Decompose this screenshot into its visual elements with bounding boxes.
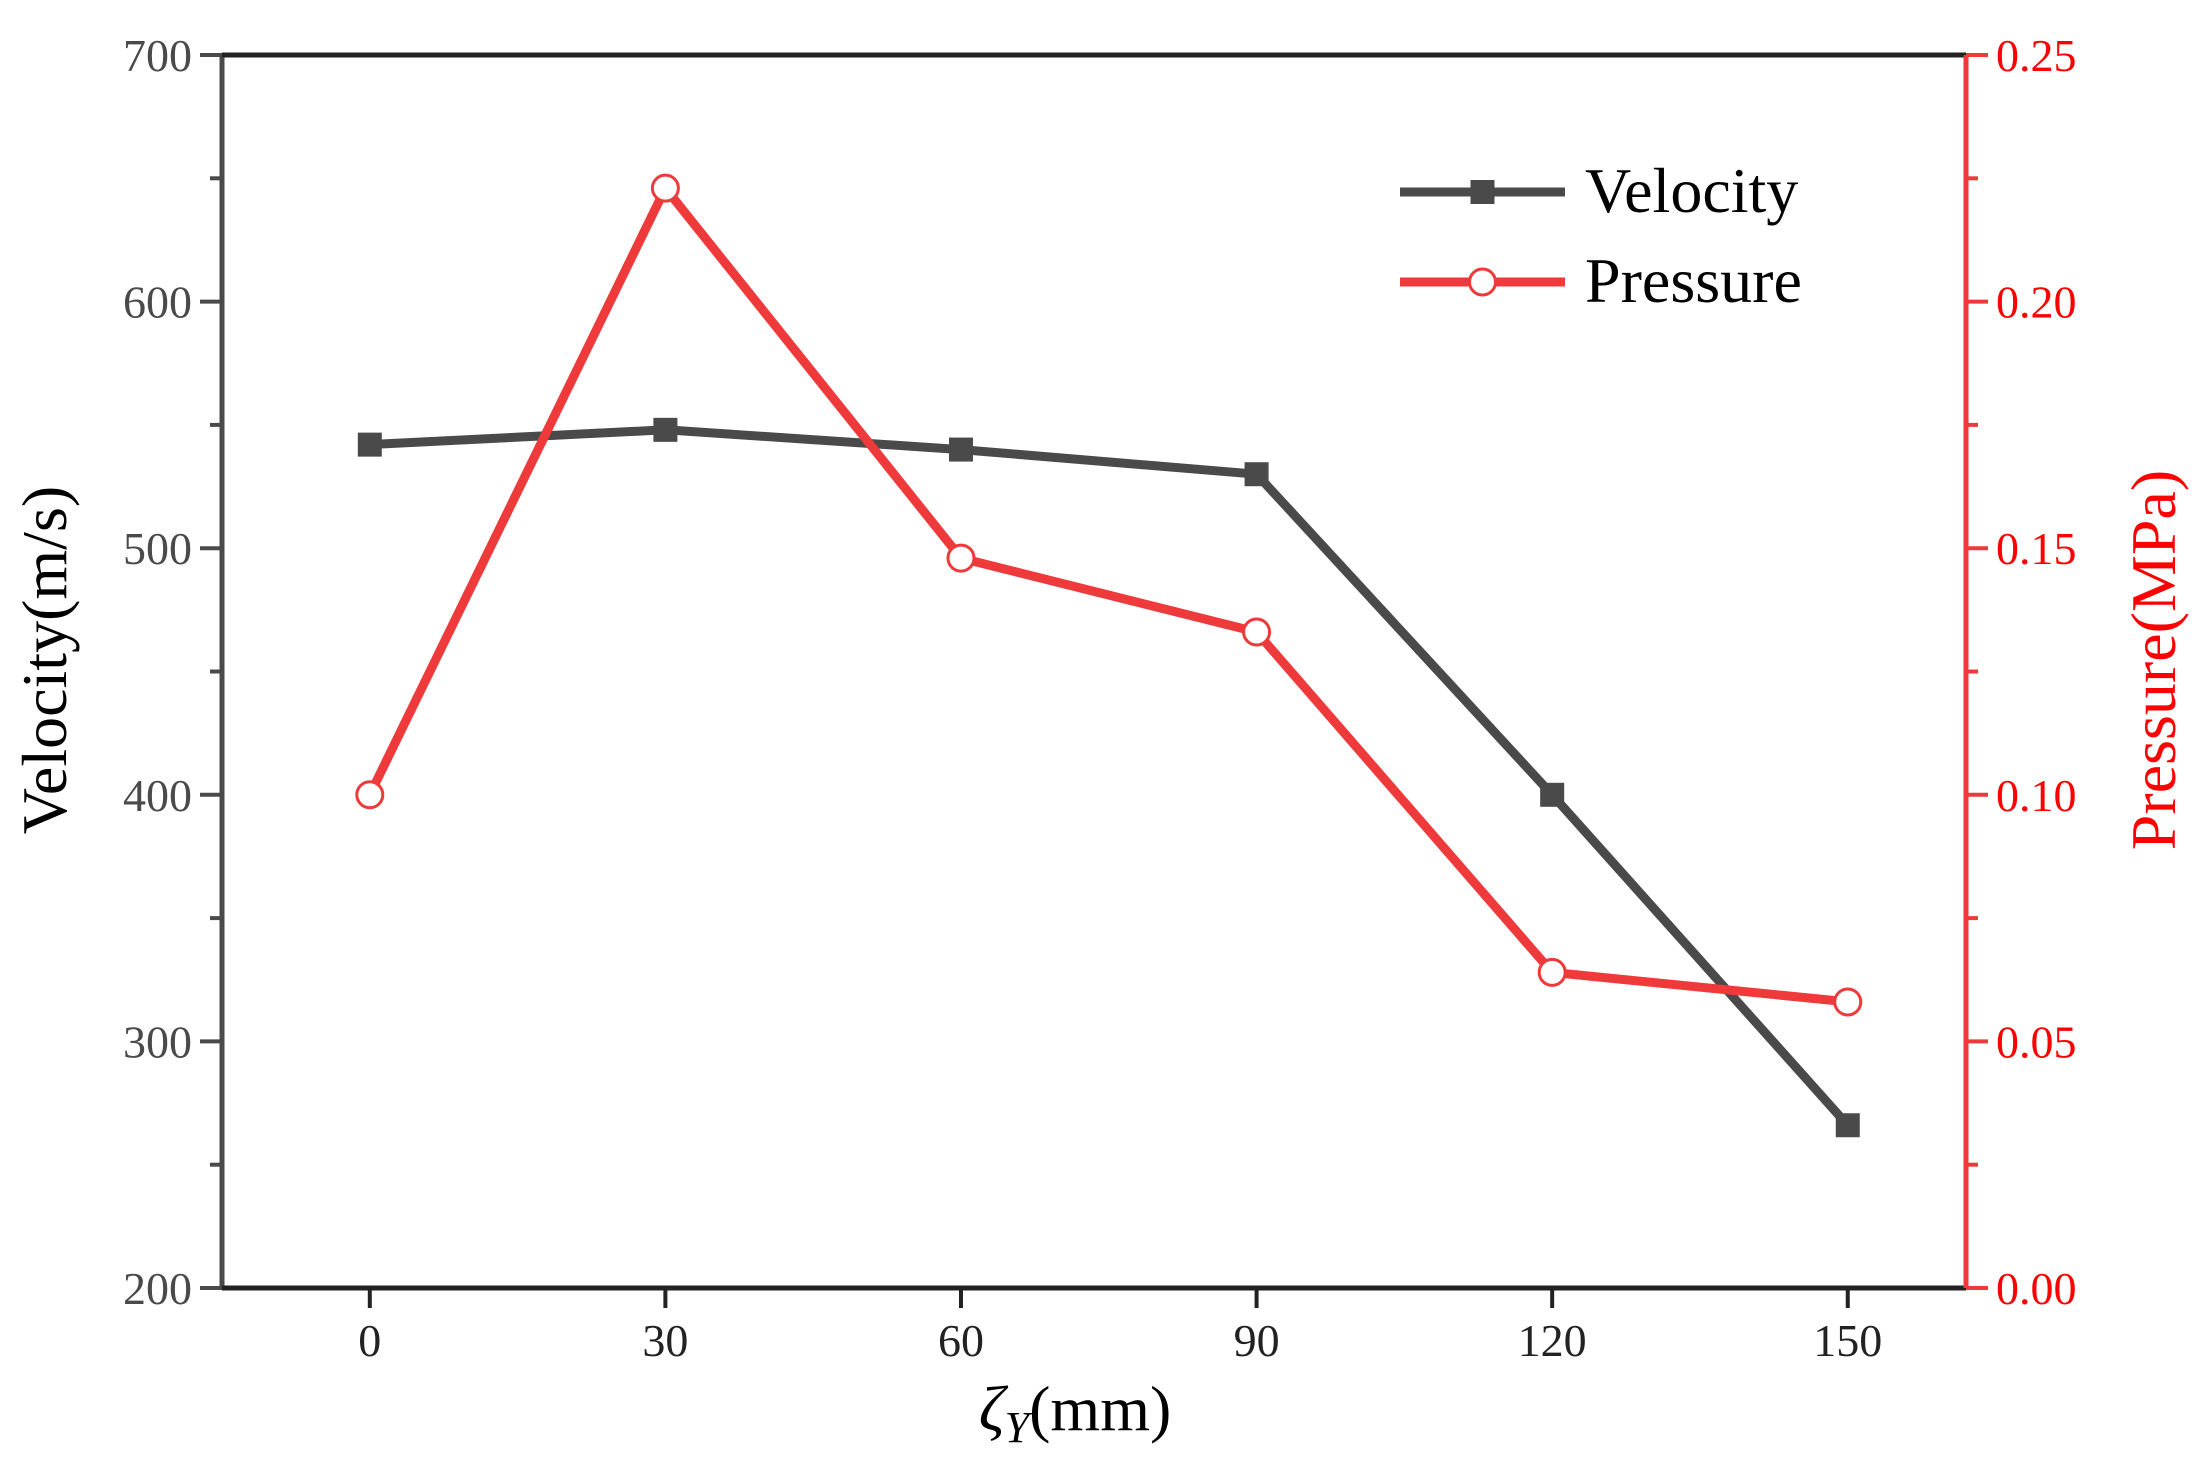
legend-velocity-label: Velocity [1585, 155, 1798, 226]
pressure-marker [1537, 957, 1567, 987]
axis-labels: Velocity(m/s) Pressure(MPa) ζY(mm) [9, 470, 2189, 1452]
velocity-line [369, 425, 1852, 1129]
y-left-tick-label: 200 [123, 1263, 192, 1314]
legend-pressure-marker [1468, 267, 1497, 297]
y-right-tick-label: 0.05 [1996, 1016, 2077, 1067]
y-left-tick-label: 400 [123, 770, 192, 821]
x-tick-label: 90 [1234, 1315, 1280, 1366]
pressure-marker [1833, 987, 1863, 1017]
x-tick-label: 0 [358, 1315, 381, 1366]
y-left-tick-label: 600 [123, 277, 192, 328]
y-right-tick-label: 0.20 [1996, 277, 2077, 328]
y-left-tick-label: 500 [123, 523, 192, 574]
y-axis-right-label: Pressure(MPa) [2118, 470, 2189, 850]
pressure-marker [355, 780, 385, 810]
x-tick-label: 60 [938, 1315, 984, 1366]
velocity-marker [653, 417, 678, 442]
x-axis-label: ζY(mm) [979, 1373, 1172, 1452]
y-right-tick-label: 0.25 [1996, 30, 2077, 81]
x-axis-label-unit: (mm) [1029, 1373, 1171, 1444]
velocity-marker [1835, 1113, 1860, 1138]
x-tick-label: 150 [1813, 1315, 1882, 1366]
ticks: 0 30 60 90 120 150 200 300 400 500 600 700 0.00 0.05 0… [123, 30, 2077, 1366]
velocity-marker [948, 437, 973, 462]
x-tick-label: 120 [1518, 1315, 1587, 1366]
legend: Velocity Pressure [1400, 155, 1802, 316]
series-layer [355, 173, 1863, 1138]
x-axis-label-symbol: ζ [979, 1373, 1009, 1444]
y-axis-left-label: Velocity(m/s) [9, 486, 80, 834]
velocity-marker [1244, 462, 1269, 487]
x-axis-label-subscript: Y [1005, 1403, 1034, 1452]
velocity-marker [1540, 782, 1565, 807]
pressure-marker [650, 173, 680, 203]
y-right-tick-label: 0.10 [1996, 770, 2077, 821]
y-right-tick-label: 0.15 [1996, 523, 2077, 574]
axes [219, 52, 1969, 1291]
y-right-tick-label: 0.00 [1996, 1263, 2077, 1314]
pressure-line [365, 183, 1849, 1007]
legend-pressure-label: Pressure [1585, 245, 1802, 316]
y-left-tick-label: 700 [123, 30, 192, 81]
x-tick-label: 30 [642, 1315, 688, 1366]
velocity-marker [357, 432, 382, 457]
y-left-tick-label: 300 [123, 1016, 192, 1067]
legend-velocity-marker [1470, 180, 1495, 204]
pressure-marker [1242, 617, 1272, 647]
pressure-marker [946, 543, 976, 573]
